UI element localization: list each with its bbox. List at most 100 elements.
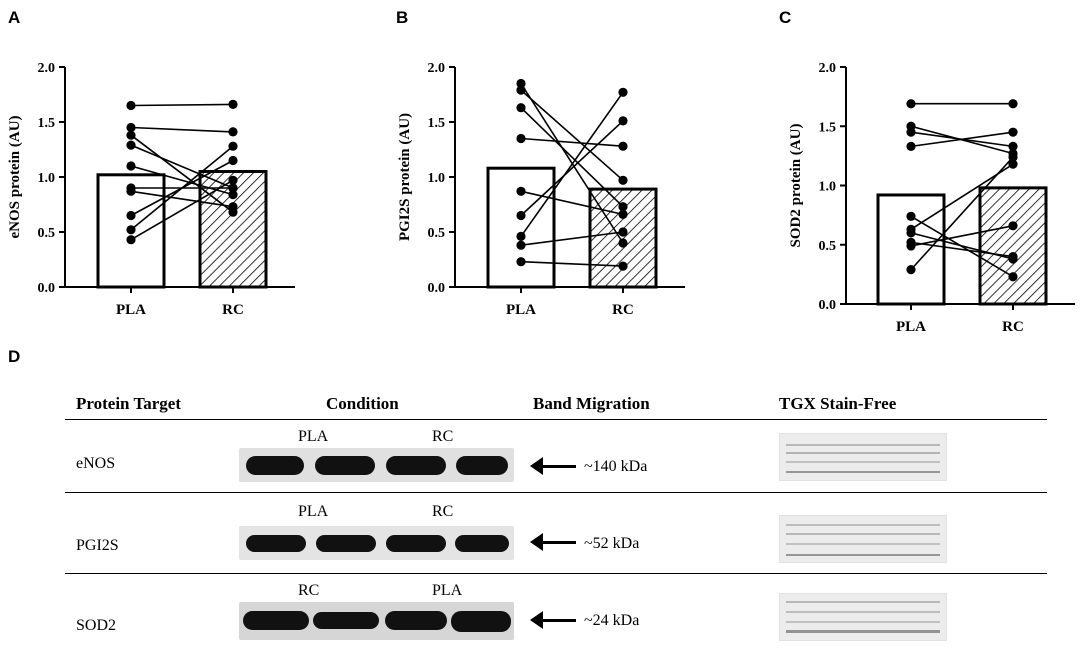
western-blot-image — [239, 448, 514, 482]
row-label-pgi2s: PGI2S — [76, 537, 119, 554]
data-point-rc — [228, 127, 238, 137]
y-tick-label: 1.0 — [38, 171, 56, 186]
y-tick-label: 0.0 — [819, 298, 837, 313]
y-tick-label: 1.5 — [428, 116, 446, 131]
x-tick-label: RC — [222, 302, 244, 318]
paired-line — [910, 225, 1014, 247]
data-point-rc — [618, 87, 628, 97]
data-point-pla — [516, 103, 526, 113]
data-point-rc — [1008, 127, 1018, 137]
data-point-rc — [618, 227, 628, 237]
data-point-pla — [516, 78, 526, 89]
lane-label-left: PLA — [298, 428, 329, 445]
paired-line — [130, 144, 234, 189]
y-tick-label: 2.0 — [38, 61, 56, 76]
y-axis-label: PGI2S protein (AU) — [397, 113, 413, 241]
stain-free-image — [779, 433, 947, 481]
data-point-pla — [126, 140, 136, 150]
data-point-rc — [1008, 159, 1018, 169]
data-point-rc — [228, 141, 238, 151]
data-point-rc — [1008, 141, 1018, 151]
panel-letter-a: A — [8, 8, 21, 27]
paired-line — [130, 126, 234, 133]
paired-line — [910, 241, 1014, 258]
bar-rc — [978, 186, 1048, 306]
y-axis-label: eNOS protein (AU) — [7, 115, 23, 238]
panel-letter-c: C — [779, 8, 792, 27]
data-point-rc — [228, 175, 238, 185]
paired-line — [910, 156, 1014, 271]
western-blot-image — [239, 602, 514, 640]
data-point-pla — [906, 265, 916, 275]
data-point-pla — [516, 231, 526, 241]
table-rule — [65, 419, 1047, 420]
y-tick-label: 1.0 — [428, 171, 446, 186]
lane-label-right: RC — [432, 428, 454, 445]
y-axis-label: SOD2 protein (AU) — [788, 124, 804, 248]
data-point-pla — [516, 186, 526, 196]
arrow-left-icon — [530, 457, 543, 475]
lane-label-left: RC — [298, 582, 320, 599]
paired-line — [130, 103, 234, 107]
data-point-rc — [228, 190, 238, 200]
band-migration-label: ~52 kDa — [584, 535, 640, 552]
data-point-pla — [126, 161, 136, 171]
y-tick-label: 0.0 — [428, 281, 446, 296]
stain-free-image — [779, 593, 947, 641]
paired-line — [130, 145, 234, 231]
row-label-sod2: SOD2 — [76, 617, 117, 634]
data-point-pla — [516, 85, 526, 95]
paired-line — [910, 131, 1014, 148]
paired-line — [130, 179, 234, 241]
header-protein-target: Protein Target — [76, 394, 181, 413]
data-point-rc — [228, 155, 238, 166]
data-point-pla — [126, 235, 136, 245]
paired-line — [130, 134, 234, 213]
data-point-rc — [618, 175, 628, 185]
y-tick-label: 2.0 — [819, 61, 837, 76]
data-point-pla — [126, 130, 136, 140]
lane-label-right: PLA — [432, 582, 463, 599]
lane-label-left: PLA — [298, 503, 329, 520]
band-migration-label: ~140 kDa — [584, 458, 648, 475]
data-point-rc — [228, 99, 238, 109]
x-tick-label: PLA — [506, 302, 536, 318]
panel-letter-d: D — [8, 347, 21, 366]
arrow-shaft — [540, 619, 576, 622]
stain-free-image — [779, 515, 947, 563]
arrow-left-icon — [530, 611, 543, 629]
data-point-rc — [1008, 152, 1018, 162]
data-point-pla — [126, 186, 136, 196]
y-tick-label: 0.5 — [428, 226, 446, 241]
paired-line — [130, 190, 234, 208]
data-point-pla — [906, 228, 916, 238]
panel-letter-b: B — [396, 8, 409, 27]
y-tick-label: 0.5 — [819, 239, 837, 254]
data-point-rc — [618, 116, 628, 126]
data-point-pla — [906, 127, 916, 137]
paired-line — [520, 120, 624, 217]
data-point-rc — [618, 141, 628, 151]
bar-charts: 0.0 0.5 1.0 1.5 2.0 PLA RC eNOS protein (AU) 0.0… — [7, 61, 1075, 335]
lane-label-right: RC — [432, 503, 454, 520]
x-tick-label: RC — [1002, 319, 1024, 335]
paired-line — [520, 91, 624, 237]
band-migration-label: ~24 kDa — [584, 612, 640, 629]
x-tick-label: PLA — [116, 302, 146, 318]
y-tick-label: 1.0 — [819, 180, 837, 195]
data-point-rc — [1008, 252, 1018, 262]
data-point-rc — [1008, 221, 1018, 231]
data-point-pla — [516, 210, 526, 221]
paired-line — [520, 231, 624, 246]
paired-line — [520, 89, 624, 181]
data-point-pla — [516, 240, 526, 250]
data-point-rc — [1008, 272, 1018, 282]
data-point-rc — [618, 261, 628, 271]
y-tick-label: 0.0 — [38, 281, 56, 296]
paired-line — [520, 260, 624, 267]
paired-line — [520, 137, 624, 147]
data-point-pla — [126, 210, 136, 221]
table-rule — [65, 573, 1047, 574]
data-point-pla — [906, 241, 916, 251]
